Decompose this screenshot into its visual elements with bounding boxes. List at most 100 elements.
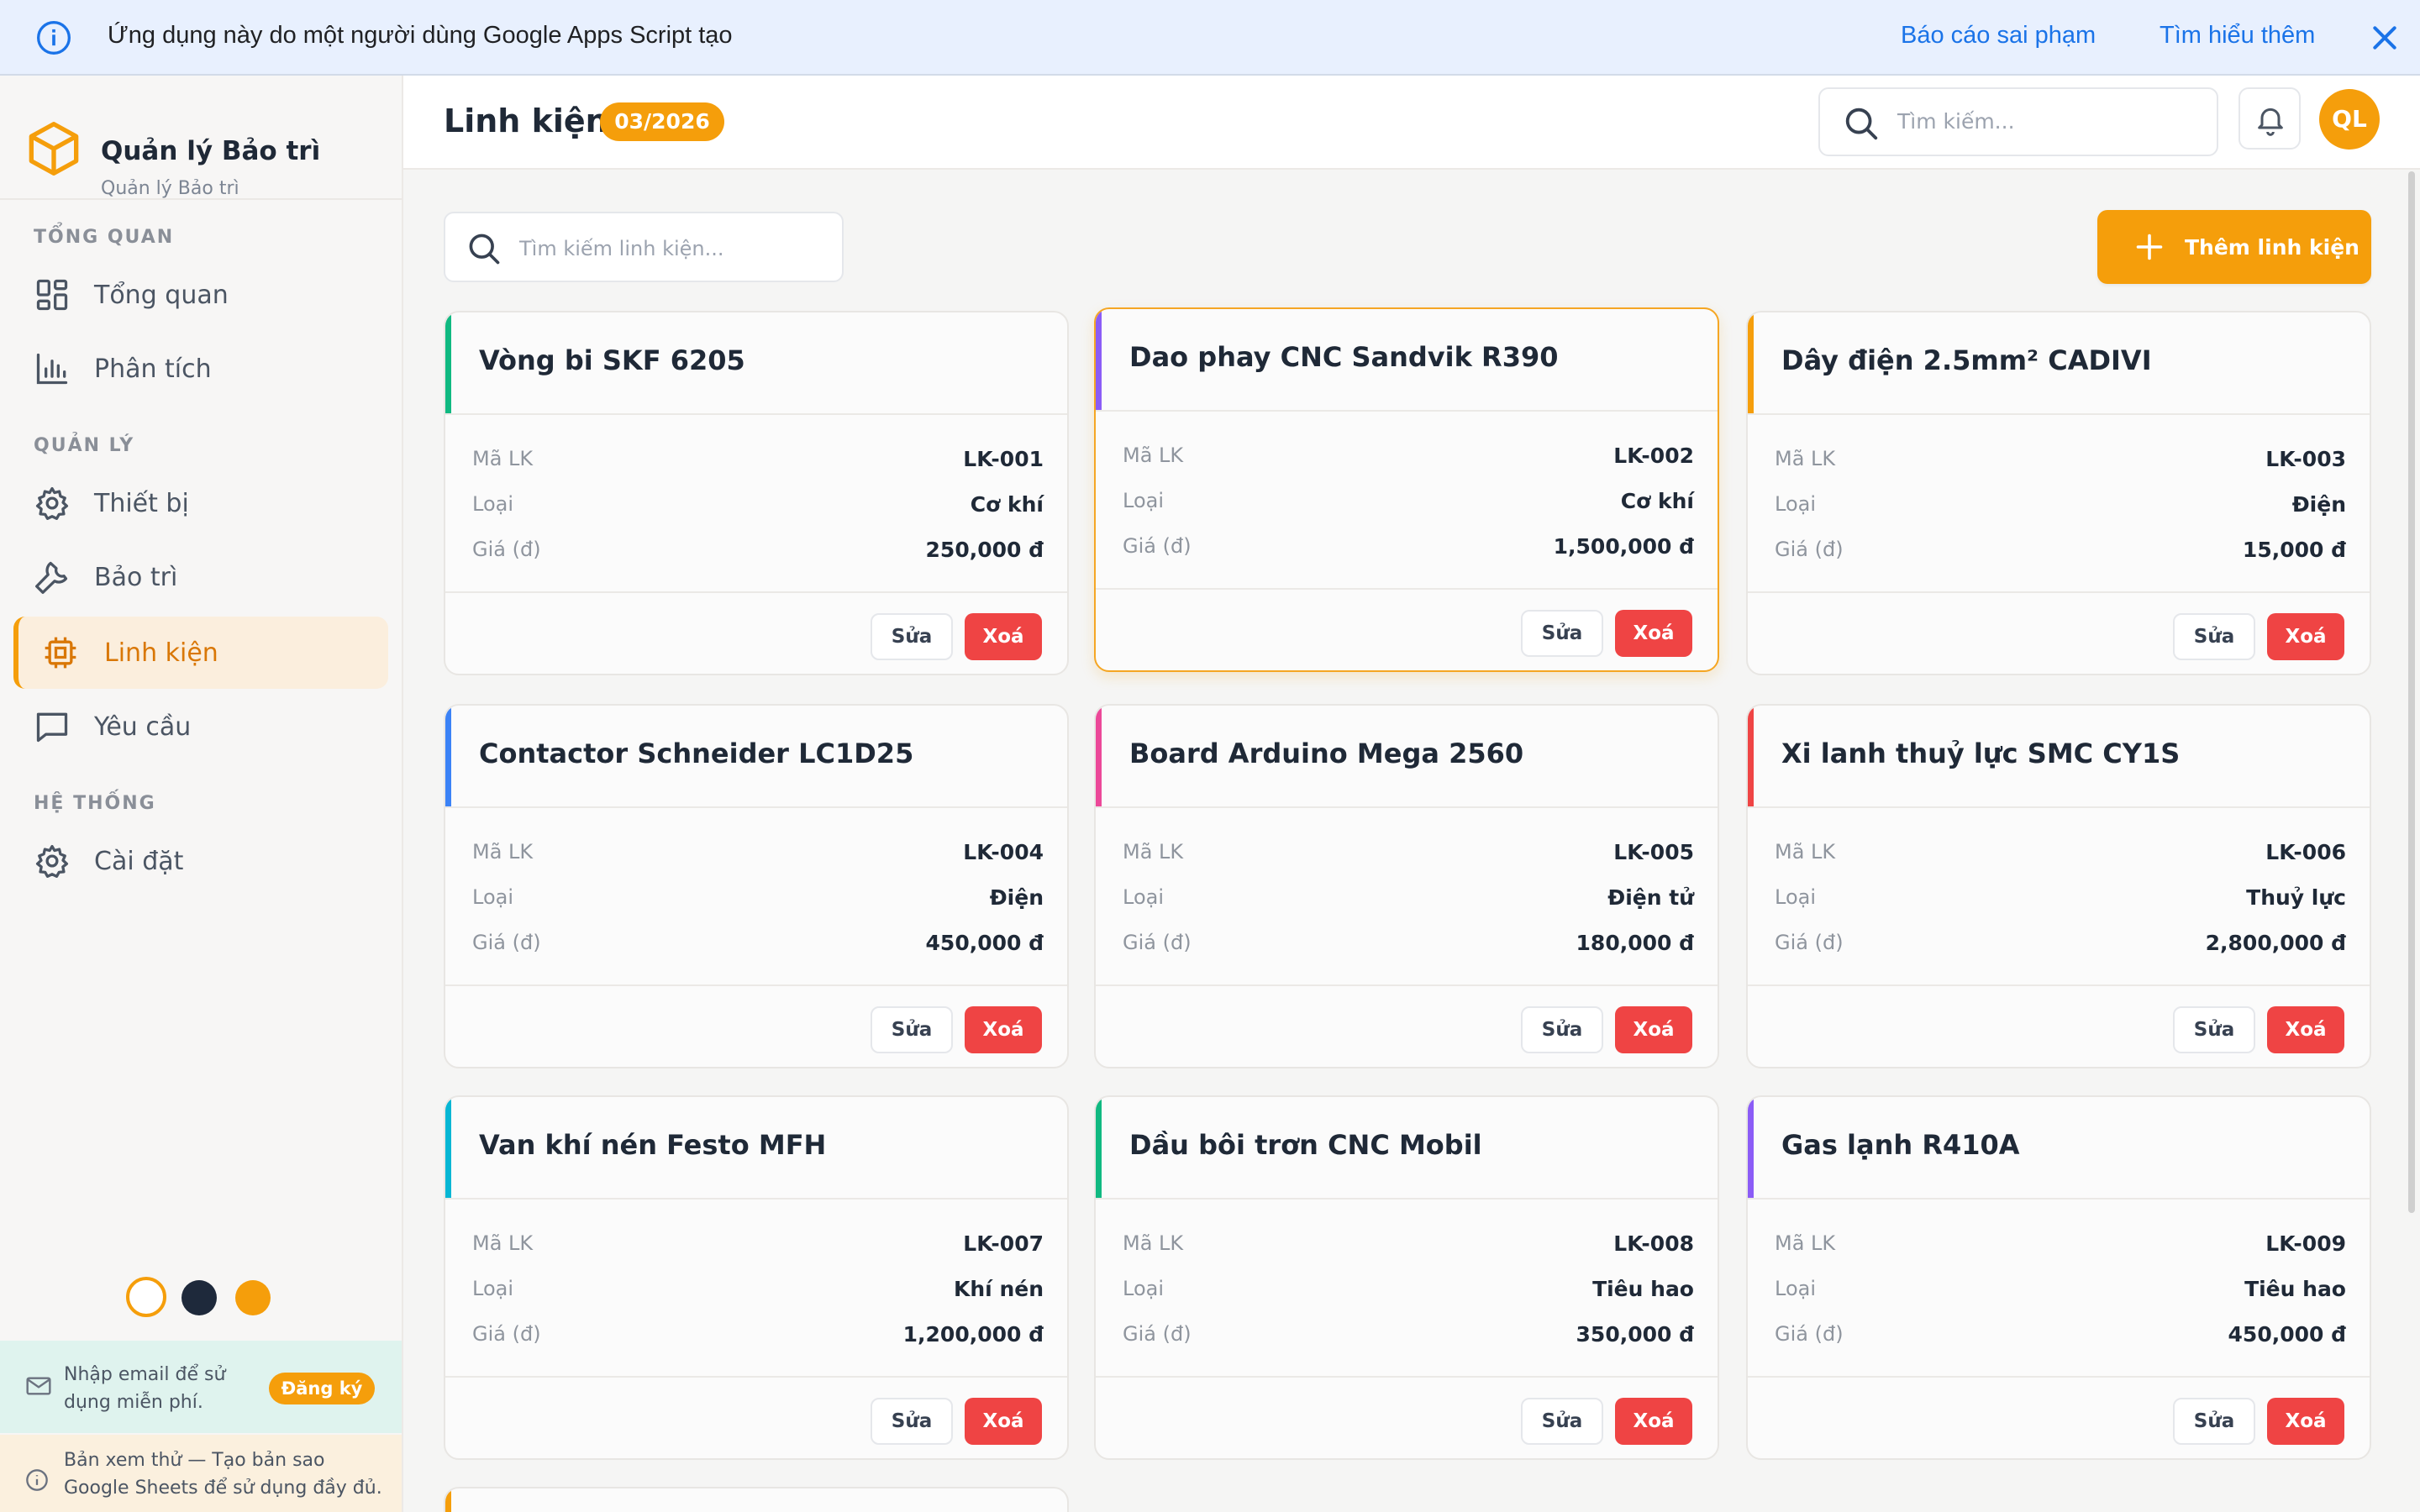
sidebar-item-label: Cài đặt: [94, 847, 184, 876]
field-row-price: Giá (đ) 450,000 đ: [472, 926, 1044, 959]
field-label: Mã LK: [1123, 444, 1184, 467]
preview-notice: Bản xem thử — Tạo bản sao Google Sheets …: [0, 1435, 402, 1512]
part-card[interactable]: Contactor Schneider LC1D25 Mã LK LK-004 …: [444, 704, 1069, 1068]
field-row-price: Giá (đ) 180,000 đ: [1123, 926, 1694, 959]
part-card[interactable]: Xi lanh thuỷ lực SMC CY1S Mã LK LK-006 L…: [1746, 704, 2371, 1068]
field-row-code: Mã LK LK-002: [1123, 438, 1694, 472]
parts-search-input[interactable]: Tìm kiếm linh kiện...: [444, 212, 844, 282]
sidebar-item-label: Yêu cầu: [94, 712, 192, 742]
delete-button[interactable]: Xoá: [2267, 1398, 2344, 1445]
brand-title: Quản lý Bảo trì: [101, 136, 321, 166]
sidebar-item-parts[interactable]: Linh kiện: [13, 617, 388, 689]
field-row-price: Giá (đ) 15,000 đ: [1775, 533, 2346, 566]
part-price: 450,000 đ: [2228, 1322, 2346, 1347]
field-row-code: Mã LK LK-006: [1775, 835, 2346, 869]
field-label: Loại: [1775, 1277, 1817, 1300]
apps-script-banner: Ứng dụng này do một người dùng Google Ap…: [0, 0, 2420, 76]
add-part-label: Thêm linh kiện: [2185, 235, 2360, 260]
learn-more-link[interactable]: Tìm hiểu thêm: [2160, 22, 2316, 49]
search-placeholder: Tìm kiếm linh kiện...: [519, 237, 724, 260]
theme-dot-light[interactable]: [126, 1277, 166, 1317]
info-icon: [26, 1469, 48, 1491]
part-card[interactable]: Gas lạnh R410A Mã LK LK-009 Loại Tiêu ha…: [1746, 1095, 2371, 1460]
field-row-type: Loại Thuỷ lực: [1775, 880, 2346, 914]
delete-button[interactable]: Xoá: [1615, 610, 1692, 657]
page-title: Linh kiện: [444, 102, 608, 139]
sidebar-item-overview[interactable]: Tổng quan: [13, 259, 388, 331]
part-name: Vòng bi SKF 6205: [479, 344, 745, 376]
sidebar-item-equipment[interactable]: Thiết bị: [13, 467, 388, 539]
avatar[interactable]: QL: [2319, 89, 2380, 150]
grid-icon: [36, 279, 68, 311]
field-row-code: Mã LK LK-003: [1775, 442, 2346, 475]
edit-button[interactable]: Sửa: [2173, 613, 2255, 660]
delete-button[interactable]: Xoá: [1615, 1006, 1692, 1053]
register-button[interactable]: Đăng ký: [269, 1373, 375, 1404]
edit-button[interactable]: Sửa: [2173, 1006, 2255, 1053]
divider: [445, 1198, 1067, 1200]
card-accent: [445, 706, 451, 806]
sidebar-item-requests[interactable]: Yêu cầu: [13, 690, 388, 763]
part-card[interactable]: Dầu bôi trơn CNC Mobil Mã LK LK-008 Loại…: [1094, 1095, 1719, 1460]
divider: [1096, 806, 1718, 808]
divider: [1096, 984, 1718, 986]
card-accent: [1096, 1097, 1102, 1198]
field-label: Loại: [472, 885, 514, 909]
part-type: Điện: [2291, 492, 2346, 517]
sidebar-item-maintenance[interactable]: Bảo trì: [13, 541, 388, 613]
delete-button[interactable]: Xoá: [965, 613, 1042, 660]
theme-dot-amber[interactable]: [235, 1280, 271, 1315]
card-accent: [445, 1488, 451, 1512]
part-card[interactable]: Van khí nén Festo MFH Mã LK LK-007 Loại …: [444, 1095, 1069, 1460]
edit-button[interactable]: Sửa: [2173, 1398, 2255, 1445]
part-price: 1,200,000 đ: [902, 1322, 1044, 1347]
field-label: Mã LK: [472, 840, 534, 864]
sidebar-item-settings[interactable]: Cài đặt: [13, 825, 388, 897]
theme-dot-dark[interactable]: [182, 1280, 217, 1315]
add-part-button[interactable]: Thêm linh kiện: [2097, 210, 2371, 284]
divider: [445, 984, 1067, 986]
delete-button[interactable]: Xoá: [965, 1398, 1042, 1445]
part-card[interactable]: Dây điện 2.5mm² CADIVI Mã LK LK-003 Loại…: [1746, 311, 2371, 675]
banner-message: Ứng dụng này do một người dùng Google Ap…: [108, 22, 733, 49]
part-card[interactable]: Vòng bi SKF 6205 Mã LK LK-001 Loại Cơ kh…: [444, 311, 1069, 675]
delete-button[interactable]: Xoá: [2267, 613, 2344, 660]
sidebar-item-label: Tổng quan: [94, 281, 229, 310]
part-type: Điện tử: [1607, 885, 1694, 910]
field-label: Loại: [472, 1277, 514, 1300]
section-label-overview: TỔNG QUAN: [34, 227, 175, 248]
close-icon[interactable]: [2368, 21, 2402, 55]
report-abuse-link[interactable]: Báo cáo sai phạm: [1901, 22, 2096, 49]
field-label: Loại: [1775, 885, 1817, 909]
delete-button[interactable]: Xoá: [2267, 1006, 2344, 1053]
divider: [1748, 413, 2370, 415]
part-card[interactable]: Dao phay CNC Sandvik R390 Mã LK LK-002 L…: [1094, 307, 1719, 672]
part-card[interactable]: Board Arduino Mega 2560 Mã LK LK-005 Loạ…: [1094, 704, 1719, 1068]
divider: [445, 591, 1067, 593]
divider: [445, 1376, 1067, 1378]
edit-button[interactable]: Sửa: [1521, 1398, 1603, 1445]
settings-icon: [35, 844, 69, 878]
edit-button[interactable]: Sửa: [1521, 1006, 1603, 1053]
divider: [1096, 410, 1718, 412]
divider: [1096, 1198, 1718, 1200]
delete-button[interactable]: Xoá: [1615, 1398, 1692, 1445]
delete-button[interactable]: Xoá: [965, 1006, 1042, 1053]
scrollbar[interactable]: [2408, 171, 2415, 1213]
edit-button[interactable]: Sửa: [1521, 610, 1603, 657]
edit-button[interactable]: Sửa: [871, 613, 953, 660]
global-search-input[interactable]: Tìm kiếm...: [1818, 87, 2218, 156]
notifications-button[interactable]: [2238, 87, 2301, 150]
sidebar-item-analytics[interactable]: Phân tích: [13, 333, 388, 405]
field-label: Giá (đ): [1123, 1322, 1192, 1346]
part-type: Khí nén: [954, 1277, 1044, 1301]
box-logo-icon: [29, 122, 79, 176]
edit-button[interactable]: Sửa: [871, 1398, 953, 1445]
card-accent: [445, 312, 451, 413]
section-label-system: HỆ THỐNG: [34, 793, 156, 814]
card-accent: [1748, 706, 1754, 806]
part-price: 250,000 đ: [925, 538, 1044, 562]
part-price: 450,000 đ: [925, 931, 1044, 955]
field-label: Mã LK: [472, 1231, 534, 1255]
edit-button[interactable]: Sửa: [871, 1006, 953, 1053]
